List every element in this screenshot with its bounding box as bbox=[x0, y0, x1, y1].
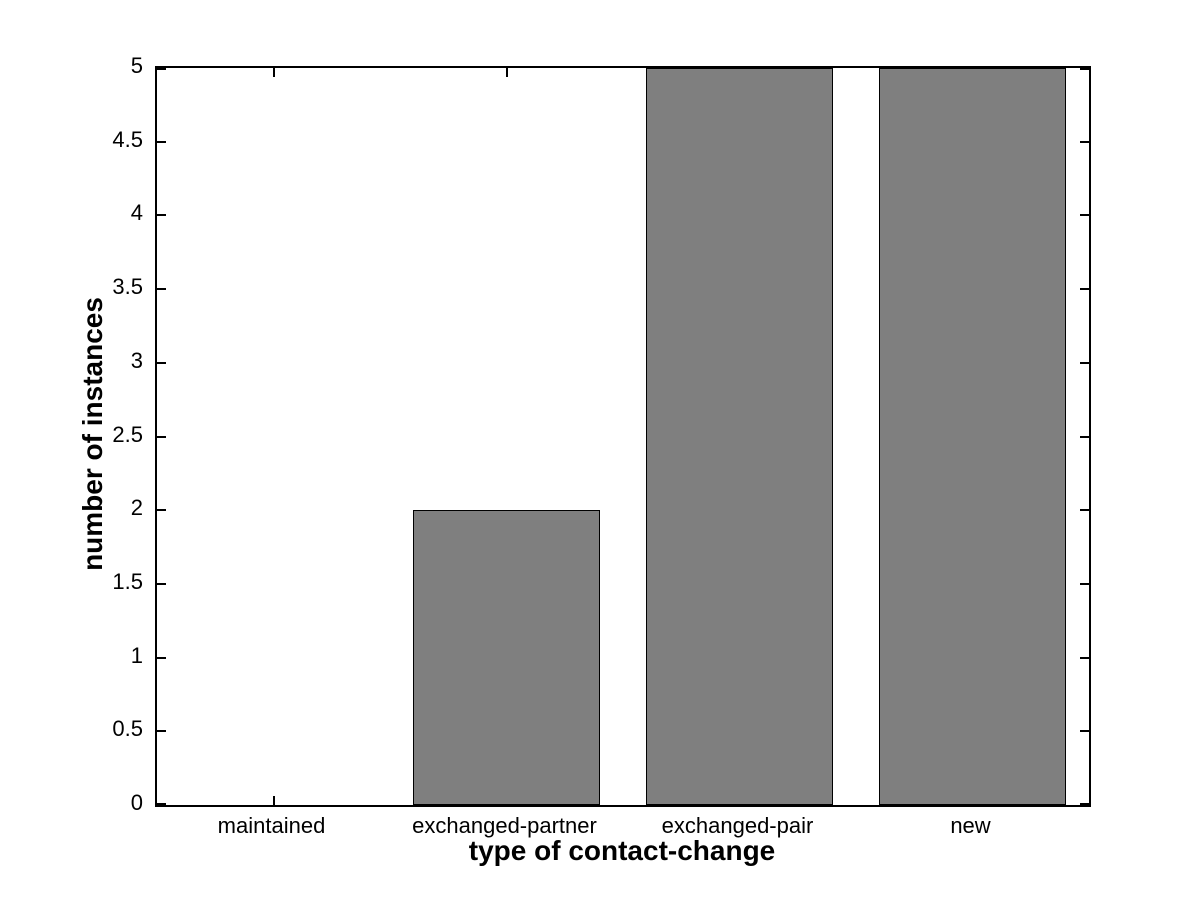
y-tick-label: 5 bbox=[130, 53, 143, 78]
x-tick-label: new bbox=[950, 813, 991, 838]
y-axis-tick bbox=[157, 68, 166, 70]
x-tick-label: exchanged-pair bbox=[661, 813, 814, 838]
y-axis-tick-right bbox=[1080, 803, 1089, 805]
y-axis-tick bbox=[157, 730, 166, 733]
y-axis-tick bbox=[157, 656, 166, 659]
bar-exchanged-partner bbox=[413, 510, 600, 805]
y-axis-tick-right bbox=[1080, 214, 1089, 217]
y-tick-label: 0.5 bbox=[112, 716, 143, 742]
y-axis-tick-right bbox=[1080, 288, 1089, 291]
x-tick-label: maintained bbox=[217, 813, 326, 838]
y-tick-label: 4.5 bbox=[112, 126, 143, 152]
y-axis-tick bbox=[157, 509, 166, 512]
bar-exchanged-pair bbox=[646, 68, 833, 805]
bar-new bbox=[879, 68, 1066, 805]
y-tick-label: 2 bbox=[130, 495, 143, 521]
y-axis-tick-right bbox=[1080, 361, 1089, 364]
x-axis-tick bbox=[272, 796, 275, 805]
y-axis-tick-right bbox=[1080, 509, 1089, 512]
y-axis-tick bbox=[157, 435, 166, 438]
y-axis-tick-right bbox=[1080, 656, 1089, 659]
y-axis-tick-right bbox=[1080, 435, 1089, 438]
y-tick-label: 4 bbox=[130, 200, 143, 226]
y-axis-tick-right bbox=[1080, 140, 1089, 143]
y-axis-tick-right bbox=[1080, 68, 1089, 70]
y-tick-label: 3.5 bbox=[112, 274, 143, 300]
x-axis-tick-top bbox=[505, 68, 508, 77]
y-tick-label: 1 bbox=[130, 642, 143, 668]
y-axis-tick bbox=[157, 803, 166, 805]
y-axis-tick bbox=[157, 140, 166, 143]
y-axis-tick-right bbox=[1080, 582, 1089, 585]
y-tick-label: 3 bbox=[130, 347, 143, 373]
plot-area bbox=[155, 66, 1091, 807]
x-axis-label: type of contact-change bbox=[468, 835, 776, 866]
y-axis-tick bbox=[157, 361, 166, 364]
y-axis-tick bbox=[157, 288, 166, 291]
y-tick-label: 2.5 bbox=[112, 421, 143, 447]
x-axis-tick-top bbox=[272, 68, 275, 77]
y-axis-tick bbox=[157, 214, 166, 217]
x-tick-label: exchanged-partner bbox=[412, 813, 597, 838]
y-axis-tick bbox=[157, 582, 166, 585]
y-tick-label: 0 bbox=[130, 790, 143, 815]
y-tick-label: 1.5 bbox=[112, 568, 143, 594]
y-axis-tick-right bbox=[1080, 730, 1089, 733]
